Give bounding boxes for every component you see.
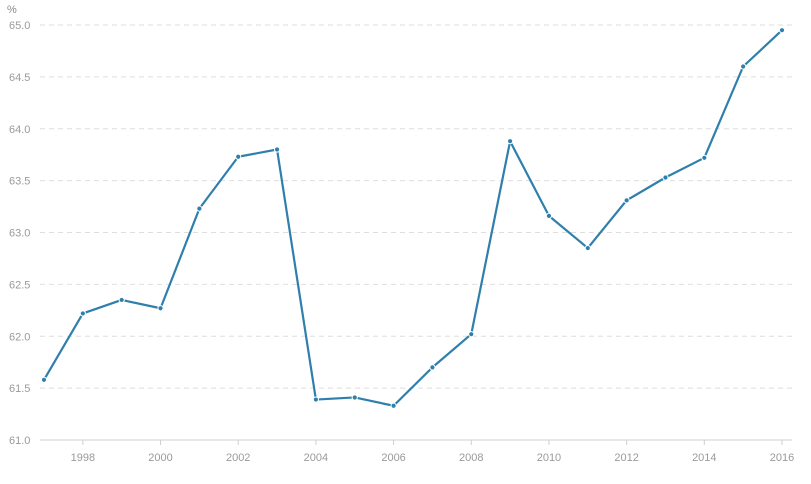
data-point[interactable] (701, 154, 708, 161)
series-line (42, 29, 784, 407)
data-point[interactable] (662, 174, 669, 181)
data-point[interactable] (584, 244, 591, 252)
x-tick-label: 2016 (770, 452, 794, 464)
y-tick-label: 63.5 (9, 176, 30, 188)
y-tick-label: 62.0 (9, 331, 30, 343)
data-point[interactable] (79, 310, 86, 317)
data-point[interactable] (157, 305, 164, 312)
data-point[interactable] (235, 153, 242, 160)
y-tick-label: 65.0 (9, 20, 30, 32)
x-tick-label: 2002 (226, 452, 250, 464)
x-tick-label: 2012 (614, 452, 638, 464)
y-axis-unit-label: % (7, 4, 17, 16)
y-tick-label: 61.5 (9, 383, 30, 395)
axes: 61.0 61.5 62.0 62.5 63.0 63.5 64.0 64.5 65.0 1998… (9, 20, 794, 464)
data-point[interactable] (507, 138, 514, 145)
y-tick-label: 62.5 (9, 279, 30, 291)
data-point[interactable] (312, 396, 319, 403)
data-point[interactable] (468, 331, 475, 338)
data-point[interactable] (545, 212, 553, 219)
data-point[interactable] (273, 146, 281, 153)
data-point[interactable] (40, 376, 48, 383)
series-layer (40, 27, 786, 409)
data-point[interactable] (623, 197, 630, 204)
data-point[interactable] (740, 63, 747, 70)
x-tick-label: 2014 (692, 452, 716, 464)
y-tick-label: 63.0 (9, 228, 30, 240)
x-tick-label: 2006 (381, 452, 405, 464)
y-tick-label: 61.0 (9, 435, 30, 447)
x-tick-label: 2010 (537, 452, 561, 464)
y-tick-label: 64.5 (9, 72, 30, 84)
x-tick-label: 1998 (71, 452, 95, 464)
data-point[interactable] (196, 205, 203, 212)
data-point[interactable] (351, 394, 358, 401)
data-point[interactable] (778, 27, 786, 34)
x-tick-label: 2008 (459, 452, 483, 464)
y-tick-label: 64.0 (9, 124, 30, 136)
data-point[interactable] (390, 402, 397, 409)
gridlines (40, 24, 792, 389)
x-tick-label: 2000 (148, 452, 172, 464)
data-point[interactable] (118, 296, 125, 304)
x-tick-label: 2004 (304, 452, 328, 464)
data-point[interactable] (429, 364, 436, 371)
